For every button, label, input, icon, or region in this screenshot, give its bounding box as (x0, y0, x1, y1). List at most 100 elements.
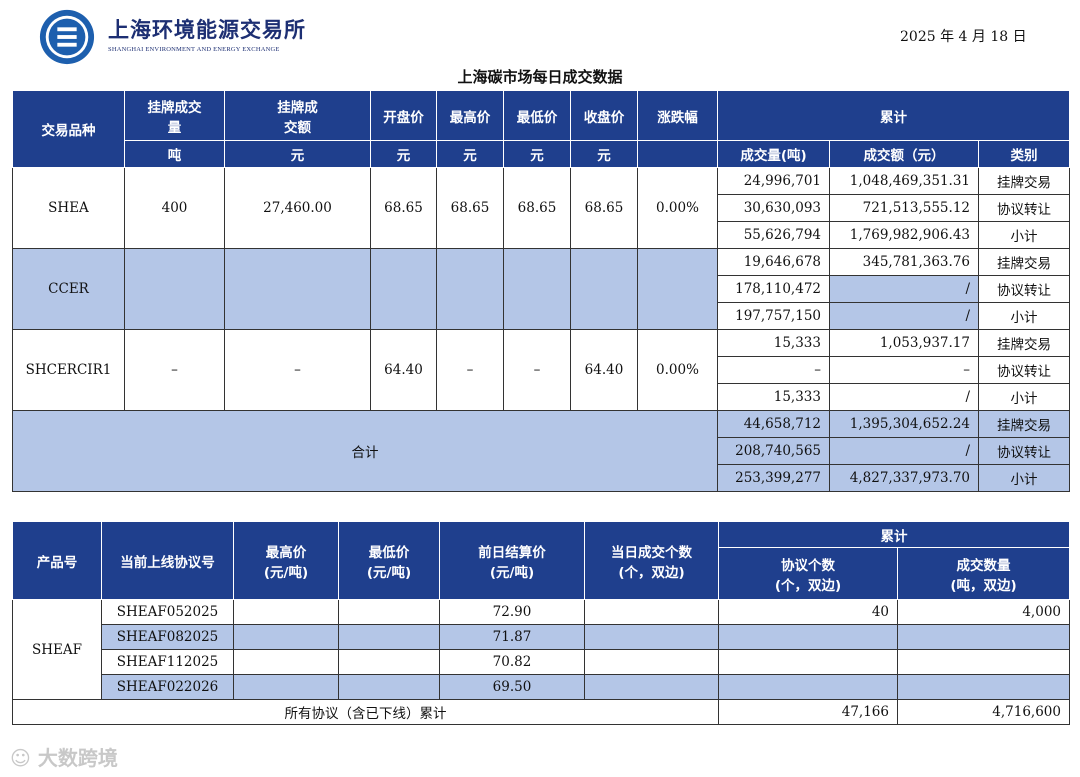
header-high-label: 最高价 (265, 544, 307, 561)
page-title: 上海碳市场每日成交数据 (457, 68, 623, 86)
cum-type: 协议转让 (977, 356, 1071, 384)
header-change: 涨跌幅 (637, 90, 718, 141)
unit-cum-amount: 成交额（元） (829, 140, 979, 168)
header-listed-amount: 挂牌成交额 (224, 90, 371, 141)
cum-amount: – (829, 356, 979, 384)
table-row: – – 协议转让 (13, 356, 1071, 384)
unit-high: 元 (436, 140, 504, 168)
contract-id: SHEAF052025 (101, 599, 234, 625)
cum-type: 协议转让 (977, 275, 1071, 303)
unit-change (637, 140, 718, 168)
change-pct (637, 248, 718, 330)
header-high-unit: (元/吨) (263, 564, 309, 581)
cum-amount: / (829, 275, 979, 303)
cum-volume: 208,740,565 (717, 437, 830, 465)
cum-amount: 1,053,937.17 (829, 329, 979, 357)
close-price: 64.40 (570, 329, 638, 411)
header-low-unit: (元/吨) (366, 564, 412, 581)
table-row: 合计 44,658,712 1,395,304,652.24 挂牌交易 (12, 410, 1071, 492)
high-price (233, 674, 339, 700)
cum-volume: 19,646,678 (717, 248, 830, 276)
agree-count (718, 624, 898, 650)
unit-cum-volume: 成交量(吨) (717, 140, 830, 168)
table-row: 208,740,565 / 协议转让 (13, 437, 1071, 465)
table-row: SHEAF112025 70.82 (13, 649, 1070, 675)
unit-low: 元 (503, 140, 571, 168)
cum-type: 挂牌交易 (977, 248, 1071, 276)
cum-volume: 15,333 (717, 329, 830, 357)
low-price (338, 624, 440, 650)
contract-id: SHEAF022026 (101, 674, 234, 700)
cum-volume: 24,996,701 (717, 167, 830, 195)
header-prev-settle: 前日结算价 (元/吨) (439, 521, 585, 600)
listed-amount: – (224, 329, 371, 411)
header-low: 最低价 (元/吨) (338, 521, 440, 600)
header-daily-count-unit: (个，双边) (618, 564, 685, 581)
org-name-en: SHANGHAI ENVIRONMENT AND ENERGY EXCHANGE (108, 46, 280, 53)
product-name: SHCERCIR1 (12, 329, 125, 411)
cum-type: 挂牌交易 (977, 410, 1071, 438)
header-low-label: 最低价 (368, 544, 410, 561)
header-agree-count-unit: (个，双边) (774, 577, 842, 594)
watermark: ☺ 大数跨境 (10, 742, 118, 771)
table-row: SHEA 400 27,460.00 68.65 68.65 68.65 68.… (12, 167, 1071, 249)
product-name: SHEA (12, 167, 125, 249)
unit-cum-type: 类别 (977, 140, 1071, 168)
table-row: 所有协议（含已下线）累计 47,166 4,716,600 (12, 699, 1070, 725)
daily-count (584, 599, 719, 625)
table-row: SHEAF022026 69.50 (13, 674, 1070, 700)
cum-type: 小计 (977, 383, 1071, 411)
prev-settle: 72.90 (439, 599, 585, 625)
cum-type: 小计 (977, 464, 1071, 492)
cum-amount: / (829, 383, 979, 411)
high-price (233, 624, 339, 650)
watermark-text: 大数跨境 (37, 746, 118, 770)
cum-amount: 4,827,337,973.70 (829, 464, 979, 492)
header-deal-qty-unit: (吨，双边) (950, 577, 1017, 594)
cum-amount: / (829, 302, 979, 330)
cum-type: 挂牌交易 (977, 167, 1071, 195)
cum-volume: – (717, 356, 830, 384)
contract-id: SHEAF112025 (101, 649, 234, 675)
low-price: 68.65 (503, 167, 571, 249)
table-row: 197,757,150 / 小计 (13, 302, 1071, 330)
cum-amount: 1,769,982,906.43 (829, 221, 979, 249)
header-high: 最高价 (436, 90, 504, 141)
footer-agree-count: 47,166 (718, 699, 898, 725)
header-product: 产品号 (12, 521, 102, 600)
high-price (233, 599, 339, 625)
listed-volume (124, 248, 225, 330)
listed-volume: – (124, 329, 225, 411)
header-agree-count: 协议个数 (个，双边) (718, 547, 898, 600)
high-price (233, 649, 339, 675)
agree-count (718, 674, 898, 700)
low-price (503, 248, 571, 330)
table-row: 30,630,093 721,513,555.12 协议转让 (13, 194, 1071, 222)
header-cumulative: 累计 (716, 90, 1071, 141)
deal-qty (897, 674, 1070, 700)
prev-settle: 71.87 (439, 624, 585, 650)
daily-count (584, 624, 719, 650)
close-price: 68.65 (570, 167, 638, 249)
daily-count (584, 674, 719, 700)
header-open: 开盘价 (370, 90, 437, 141)
cum-type: 协议转让 (977, 194, 1071, 222)
table-row: SHCERCIR1 – – 64.40 – – 64.40 0.00% 15,3… (12, 329, 1071, 411)
prev-settle: 70.82 (439, 649, 585, 675)
org-name-cn: 上海环境能源交易所 (108, 17, 306, 42)
header-prev-settle-label: 前日结算价 (478, 544, 546, 561)
low-price (338, 674, 440, 700)
table-row: CCER 19,646,678 345,781,363.76 挂牌交易 (12, 248, 1071, 330)
cum-type: 小计 (977, 221, 1071, 249)
deal-qty: 4,000 (897, 599, 1070, 625)
header-close: 收盘价 (570, 90, 638, 141)
cum-volume: 15,333 (717, 383, 830, 411)
cum-type: 协议转让 (977, 437, 1071, 465)
cum-type: 小计 (977, 302, 1071, 330)
cum-volume: 30,630,093 (717, 194, 830, 222)
header-prev-settle-unit: (元/吨) (489, 564, 535, 581)
header-low: 最低价 (503, 90, 571, 141)
header-cumulative: 累计 (718, 521, 1070, 548)
high-price: 68.65 (436, 167, 504, 249)
cum-amount: 1,395,304,652.24 (829, 410, 979, 438)
